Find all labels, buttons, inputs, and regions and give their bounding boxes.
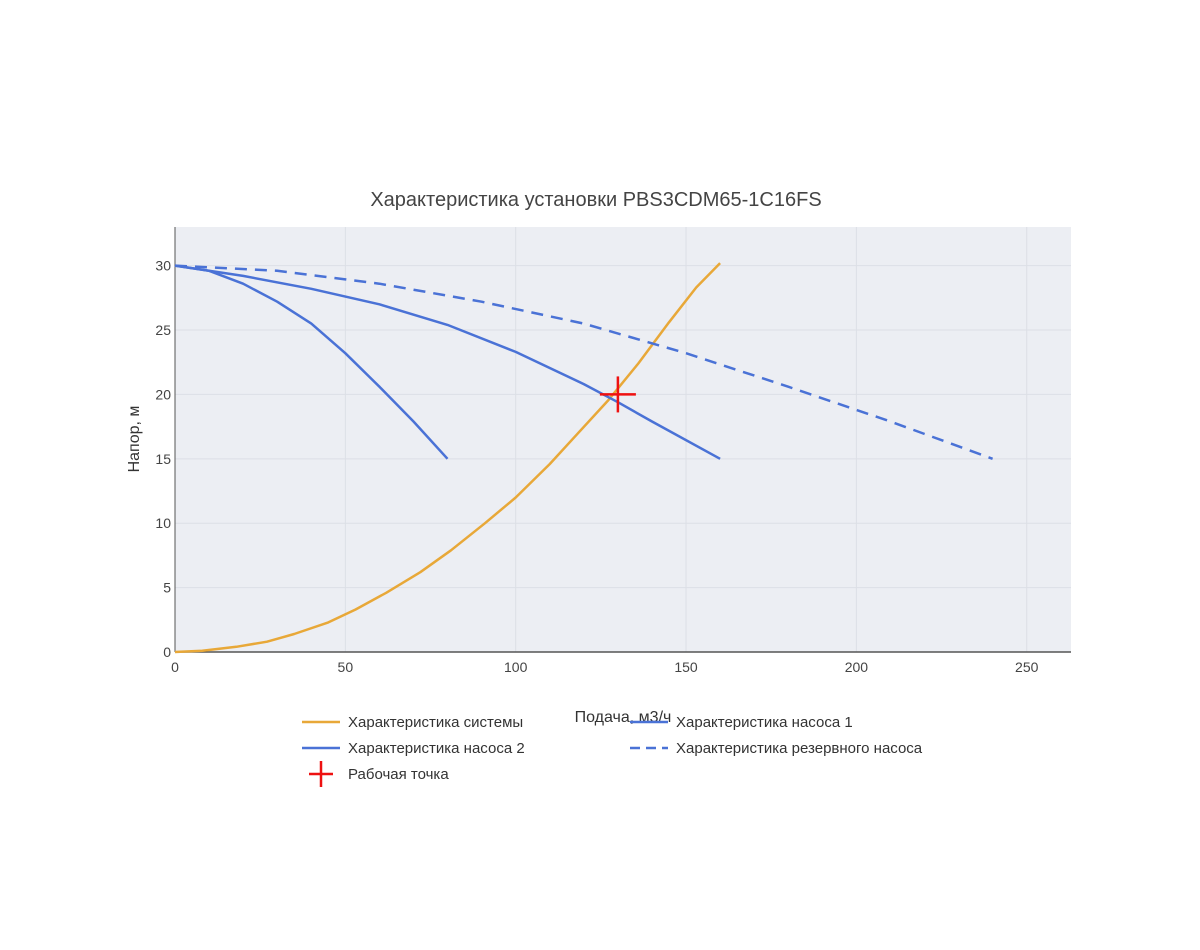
x-tick-label: 150 xyxy=(674,659,698,675)
marker-layer xyxy=(599,376,636,413)
legend-label: Характеристика резервного насоса xyxy=(676,740,923,757)
x-tick-label: 100 xyxy=(504,659,528,675)
y-tick-label: 0 xyxy=(163,644,171,660)
legend-item[interactable]: Характеристика насоса 1 xyxy=(630,714,853,731)
series-line-2 xyxy=(174,264,449,460)
series-line-1 xyxy=(174,262,721,654)
legend-item[interactable]: Рабочая точка xyxy=(309,761,449,787)
series-line-3 xyxy=(174,264,721,460)
y-tick-label: 10 xyxy=(155,515,171,531)
x-axis-title: Подача, м3/ч xyxy=(575,709,672,726)
legend-item[interactable]: Характеристика резервного насоса xyxy=(630,740,923,757)
y-tick-label: 15 xyxy=(155,451,171,467)
legend-item[interactable]: Характеристика насоса 2 xyxy=(302,740,525,757)
legend-label: Характеристика системы xyxy=(348,714,523,731)
y-tick-label: 30 xyxy=(155,258,171,274)
x-tick-label: 250 xyxy=(1015,659,1039,675)
y-tick-label: 25 xyxy=(155,322,171,338)
y-tick-label: 5 xyxy=(163,580,171,596)
operating-point-marker xyxy=(599,376,636,413)
legend-item[interactable]: Характеристика системы xyxy=(302,714,523,731)
x-tick-label: 50 xyxy=(338,659,354,675)
chart-title: Характеристика установки PBS3CDM65-1C16F… xyxy=(370,189,821,211)
y-axis-title: Напор, м xyxy=(126,406,143,473)
x-tick-label: 200 xyxy=(845,659,869,675)
y-tick-label: 20 xyxy=(155,386,171,402)
legend-label: Характеристика насоса 1 xyxy=(676,714,853,731)
axes: 0 50 100 150 200 250 0 5 10 15 20 25 30 xyxy=(155,227,1071,675)
series-layer xyxy=(174,262,994,654)
plot-area xyxy=(175,227,1071,652)
legend-label: Рабочая точка xyxy=(348,766,449,783)
legend-cross-icon xyxy=(309,761,333,787)
x-tick-label: 0 xyxy=(171,659,179,675)
legend-label: Характеристика насоса 2 xyxy=(348,740,525,757)
legend: Характеристика системы Характеристика нас… xyxy=(302,714,923,787)
